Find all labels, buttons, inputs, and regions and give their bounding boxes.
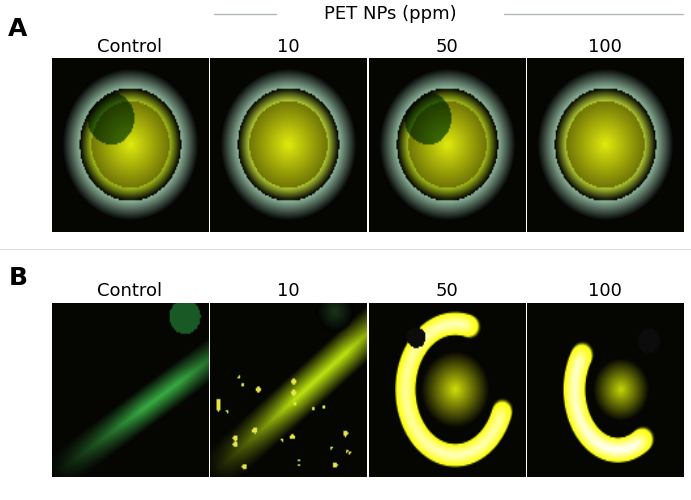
Text: B: B bbox=[8, 266, 27, 290]
Text: A: A bbox=[8, 18, 28, 42]
Text: PET NPs (ppm): PET NPs (ppm) bbox=[324, 5, 457, 23]
Text: 100: 100 bbox=[588, 38, 622, 56]
Text: 10: 10 bbox=[277, 38, 300, 56]
Text: 50: 50 bbox=[435, 38, 458, 56]
Text: Control: Control bbox=[97, 38, 162, 56]
Text: Control: Control bbox=[97, 282, 162, 300]
Text: 100: 100 bbox=[588, 282, 622, 300]
Bar bbox=[650, 465, 676, 470]
Bar bbox=[650, 220, 676, 225]
Text: 50: 50 bbox=[435, 282, 458, 300]
Text: 10: 10 bbox=[277, 282, 300, 300]
